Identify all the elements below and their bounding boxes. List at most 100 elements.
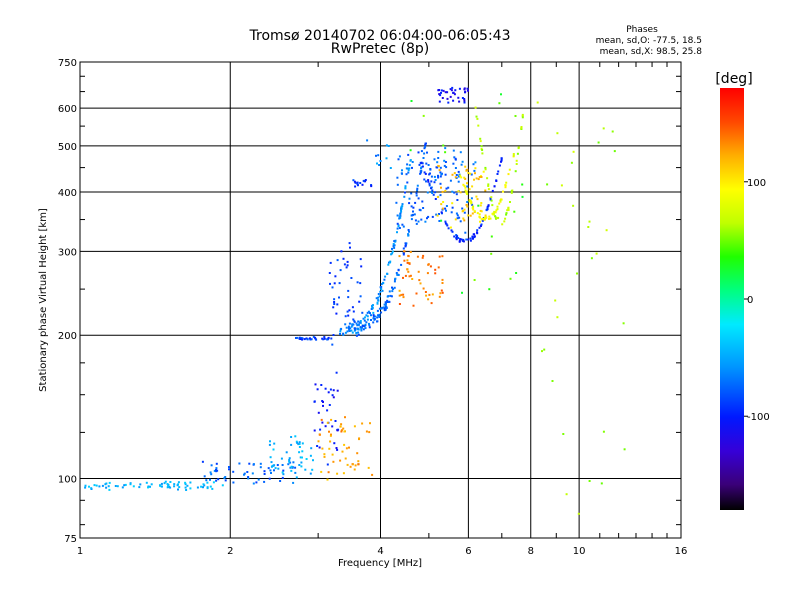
data-point	[400, 172, 403, 175]
data-point	[428, 293, 431, 296]
data-point	[380, 288, 383, 290]
data-point	[402, 293, 405, 296]
data-point	[129, 483, 132, 486]
data-point	[294, 466, 297, 469]
data-point	[376, 301, 379, 304]
data-point	[309, 472, 312, 475]
data-point	[452, 149, 455, 152]
data-point	[453, 93, 456, 96]
data-point	[353, 327, 356, 330]
data-point	[348, 330, 351, 332]
data-point	[487, 188, 490, 191]
data-point	[353, 180, 356, 183]
data-point	[425, 294, 428, 297]
data-point	[487, 183, 490, 186]
data-point	[595, 252, 598, 255]
data-point	[597, 141, 600, 144]
data-point	[282, 473, 285, 476]
data-point	[393, 280, 396, 283]
data-point	[488, 215, 491, 218]
data-point	[507, 173, 510, 176]
data-point	[459, 174, 462, 177]
data-point	[391, 286, 393, 289]
data-point	[347, 325, 350, 328]
data-point	[167, 485, 170, 487]
data-point	[463, 219, 466, 222]
data-point	[471, 235, 474, 238]
data-point	[391, 290, 394, 293]
data-point	[213, 469, 216, 472]
data-point	[412, 210, 414, 213]
data-point	[469, 239, 472, 242]
data-point	[169, 481, 172, 483]
data-point	[377, 154, 380, 157]
data-point	[184, 481, 187, 484]
data-point	[562, 433, 565, 435]
data-point	[406, 268, 409, 271]
data-point	[364, 180, 367, 183]
data-point	[376, 316, 379, 319]
data-point	[444, 220, 447, 223]
data-point	[431, 192, 434, 194]
data-point	[427, 180, 430, 183]
data-point	[404, 245, 407, 248]
data-point	[490, 235, 493, 238]
data-point	[398, 294, 401, 297]
data-point	[298, 451, 301, 454]
data-point	[449, 179, 452, 182]
data-point	[393, 240, 396, 243]
data-point	[336, 389, 339, 392]
data-point	[426, 191, 429, 194]
y-tick-label: 100	[58, 475, 77, 486]
data-point	[464, 189, 467, 192]
data-point	[463, 99, 466, 102]
data-point	[428, 173, 431, 176]
data-point	[446, 224, 449, 227]
data-point	[409, 251, 412, 253]
data-point	[297, 443, 300, 446]
data-point	[472, 205, 475, 208]
data-point	[420, 167, 422, 170]
data-point	[473, 279, 476, 281]
data-point	[440, 203, 443, 206]
data-point	[490, 199, 493, 202]
data-point	[403, 195, 406, 198]
data-point	[301, 450, 304, 453]
data-point	[590, 257, 593, 260]
data-point	[452, 99, 455, 102]
data-point	[480, 218, 483, 221]
data-point	[114, 485, 117, 487]
data-point	[328, 272, 331, 274]
data-point	[471, 185, 474, 188]
data-point	[512, 154, 515, 157]
data-point	[450, 211, 453, 214]
data-point	[342, 427, 345, 430]
data-point	[327, 391, 330, 394]
data-point	[372, 314, 375, 317]
data-point	[600, 482, 603, 485]
data-point	[435, 213, 438, 216]
x-axis-ticks: 1 2 4 6 8 10 16	[77, 62, 687, 557]
data-point	[298, 443, 301, 445]
data-point	[368, 431, 371, 434]
data-point	[477, 178, 480, 181]
data-point	[476, 198, 479, 201]
data-point	[434, 268, 437, 271]
data-point	[383, 309, 386, 311]
data-point	[508, 168, 511, 171]
data-point	[357, 184, 359, 187]
data-point	[400, 210, 403, 213]
data-point	[497, 170, 500, 173]
data-point	[332, 389, 335, 392]
data-point	[217, 478, 220, 481]
data-point	[342, 332, 345, 335]
data-point	[477, 204, 480, 207]
data-point	[438, 100, 441, 103]
data-point	[424, 142, 427, 145]
data-point	[349, 465, 352, 468]
data-point	[212, 481, 215, 484]
data-point	[462, 183, 465, 186]
data-point	[462, 210, 465, 212]
data-point	[270, 472, 272, 474]
data-point	[310, 338, 313, 341]
